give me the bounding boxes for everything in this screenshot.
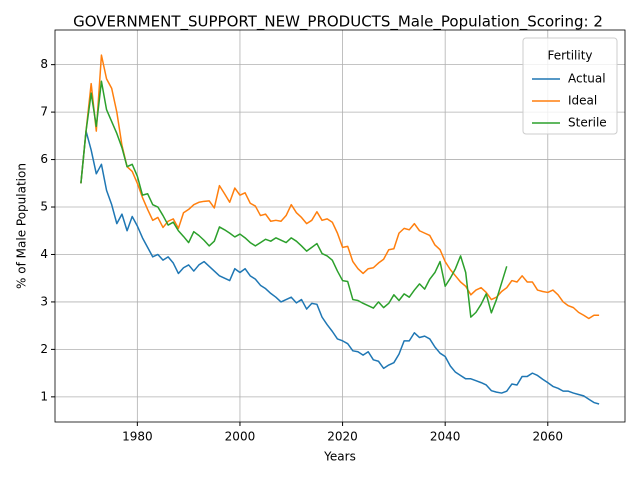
y-tick-label: 1 xyxy=(40,389,48,403)
x-axis-label: Years xyxy=(323,450,356,464)
line-series xyxy=(80,80,508,318)
y-axis-label: % of Male Population xyxy=(15,163,29,289)
legend-label: Ideal xyxy=(568,94,597,108)
legend-label: Actual xyxy=(568,72,606,86)
legend-label: Sterile xyxy=(568,116,607,130)
y-tick-label: 6 xyxy=(40,152,48,166)
y-tick-label: 8 xyxy=(40,57,48,71)
legend-title: Fertility xyxy=(547,49,592,63)
x-tick-label: 2060 xyxy=(533,430,564,444)
legend-box xyxy=(522,37,618,135)
x-tick-label: 1980 xyxy=(122,430,153,444)
x-tick-label: 2040 xyxy=(430,430,461,444)
x-tick-label: 2000 xyxy=(225,430,256,444)
y-tick-label: 2 xyxy=(40,342,48,356)
chart-title: GOVERNMENT_SUPPORT_NEW_PRODUCTS_Male_Pop… xyxy=(73,13,603,32)
y-tick-label: 4 xyxy=(40,247,48,261)
y-tick-label: 5 xyxy=(40,200,48,214)
y-tick-label: 7 xyxy=(40,105,48,119)
line-series xyxy=(80,54,600,320)
y-tick-label: 3 xyxy=(40,294,48,308)
plot-frame xyxy=(54,29,626,423)
line-series xyxy=(80,130,600,405)
x-tick-label: 2020 xyxy=(327,430,358,444)
